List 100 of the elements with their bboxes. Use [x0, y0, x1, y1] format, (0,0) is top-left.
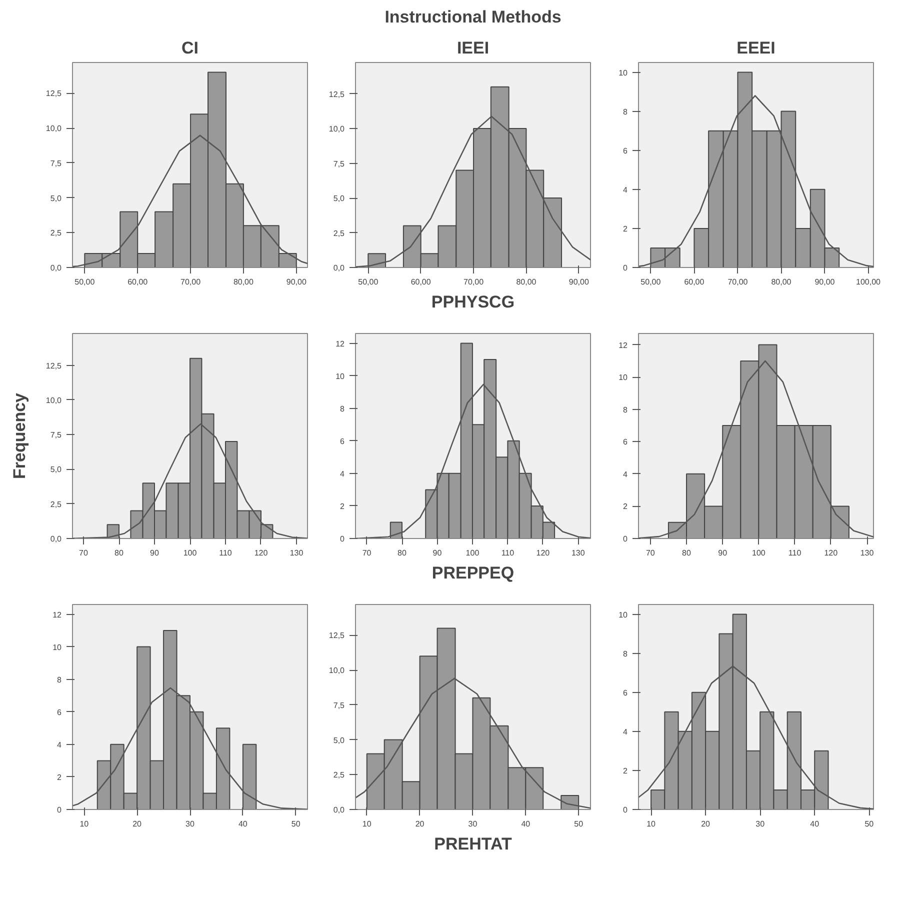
y-tick-label: 0,0 — [50, 264, 62, 272]
x-tick-label: 80,00 — [516, 278, 537, 286]
x-tick-label: 40 — [521, 820, 531, 828]
y-tick-label: 0 — [57, 806, 62, 814]
y-tick-label: 12,5 — [328, 90, 346, 99]
x-tick-label: 80 — [114, 548, 124, 558]
y-tick-label: 7,5 — [333, 159, 346, 168]
y-tick-label: 0 — [340, 534, 346, 544]
x-tick-label: 120 — [824, 548, 838, 558]
x-tick-label: 70 — [362, 548, 372, 558]
y-tick-label: 2,5 — [333, 770, 346, 780]
x-tick-label: 20 — [701, 820, 711, 828]
x-axis-title: PREPPEQ — [432, 564, 514, 582]
x-tick-label: 70,00 — [180, 278, 202, 286]
x-tick-label: 130 — [290, 548, 304, 558]
y-tick-label: 12,5 — [46, 361, 62, 370]
x-tick-label: 110 — [501, 548, 515, 558]
x-tick-label: 130 — [860, 548, 874, 558]
y-tick-label: 4 — [340, 469, 346, 478]
y-tick-label: 4 — [623, 185, 628, 194]
y-tick-label: 6 — [340, 436, 346, 446]
x-tick-label: 40 — [810, 820, 820, 828]
y-tick-label: 6 — [623, 438, 628, 447]
x-tick-label: 100 — [183, 548, 198, 558]
x-tick-label: 110 — [788, 548, 802, 558]
x-tick-label: 70 — [646, 548, 656, 558]
y-tick-label: 7,5 — [333, 700, 346, 710]
y-tick-label: 6 — [623, 146, 628, 156]
x-tick-label: 80 — [398, 548, 408, 558]
y-tick-label: 10 — [618, 610, 628, 620]
y-tick-label: 10 — [336, 372, 346, 381]
y-tick-label: 5,0 — [333, 194, 346, 204]
y-tick-label: 0 — [623, 264, 628, 272]
y-tick-label: 6 — [57, 708, 62, 717]
y-tick-label: 8 — [623, 107, 628, 116]
y-tick-label: 4 — [623, 727, 628, 736]
x-tick-label: 50,00 — [358, 278, 379, 286]
x-tick-label: 70,00 — [464, 278, 484, 286]
x-tick-label: 90,00 — [568, 278, 590, 286]
y-tick-label: 8 — [57, 675, 62, 684]
x-tick-label: 90 — [432, 548, 442, 558]
x-tick-label: 30 — [756, 820, 766, 828]
y-axis-title: Frequency — [10, 392, 29, 479]
y-tick-label: 10 — [618, 68, 628, 78]
x-tick-label: 10 — [362, 820, 372, 828]
y-tick-label: 10 — [618, 373, 628, 382]
y-tick-label: 0,0 — [333, 264, 346, 272]
y-tick-label: 7,5 — [50, 430, 62, 440]
y-tick-label: 5,0 — [333, 736, 346, 745]
x-tick-label: 90 — [150, 548, 160, 558]
y-tick-label: 2,5 — [50, 500, 62, 509]
chart-subtitle: IEEI — [456, 38, 490, 58]
x-tick-label: 10 — [646, 820, 656, 828]
y-tick-label: 10,0 — [46, 124, 62, 134]
x-tick-label: 100 — [752, 548, 766, 558]
y-tick-label: 5,0 — [50, 194, 62, 203]
y-tick-label: 6 — [623, 688, 628, 698]
y-tick-label: 8 — [623, 405, 628, 414]
x-tick-label: 50 — [574, 820, 584, 828]
y-tick-label: 2 — [623, 502, 628, 512]
x-tick-label: 70 — [79, 548, 89, 558]
x-tick-label: 20 — [132, 820, 142, 828]
x-axis-title: PPHYSCG — [431, 292, 515, 312]
y-tick-label: 4 — [623, 470, 628, 479]
x-tick-label: 50 — [864, 820, 874, 828]
x-tick-label: 100,00 — [856, 278, 882, 286]
x-tick-label: 90 — [718, 548, 728, 558]
y-tick-label: 10,0 — [328, 666, 346, 676]
x-tick-label: 40 — [238, 820, 248, 828]
x-tick-label: 60,00 — [128, 278, 148, 286]
y-tick-label: 10,0 — [328, 124, 346, 134]
x-tick-label: 10 — [80, 820, 90, 828]
x-tick-label: 120 — [536, 548, 550, 558]
chart-title: CI — [182, 38, 198, 58]
x-tick-label: 50,00 — [640, 278, 662, 286]
y-tick-label: 8 — [623, 649, 628, 658]
y-tick-label: 12,5 — [46, 89, 62, 98]
y-tick-label: 0,0 — [333, 806, 346, 814]
x-tick-label: 120 — [254, 548, 268, 558]
y-tick-label: 2 — [340, 502, 346, 511]
y-tick-label: 7,5 — [50, 158, 62, 168]
y-tick-label: 10 — [52, 642, 62, 652]
x-tick-label: 80 — [682, 548, 692, 558]
y-tick-label: 2 — [623, 766, 628, 776]
x-tick-label: 90,00 — [286, 278, 307, 286]
x-axis-title: PREHTAT — [434, 834, 512, 854]
x-tick-label: 80,00 — [233, 278, 254, 286]
x-tick-label: 130 — [571, 548, 586, 558]
y-tick-label: 2 — [57, 772, 62, 782]
y-tick-label: 10,0 — [46, 396, 62, 405]
y-tick-label: 0,0 — [50, 534, 62, 544]
y-tick-label: 2 — [623, 224, 628, 234]
y-tick-label: 12,5 — [328, 631, 346, 640]
x-tick-label: 50 — [291, 820, 301, 828]
x-tick-label: 100 — [466, 548, 480, 558]
chart-title: EEEI — [736, 38, 776, 58]
x-tick-label: 80,00 — [771, 278, 792, 286]
y-tick-label: 0 — [623, 806, 628, 814]
x-tick-label: 70,00 — [728, 278, 748, 286]
y-tick-label: 4 — [57, 740, 62, 750]
